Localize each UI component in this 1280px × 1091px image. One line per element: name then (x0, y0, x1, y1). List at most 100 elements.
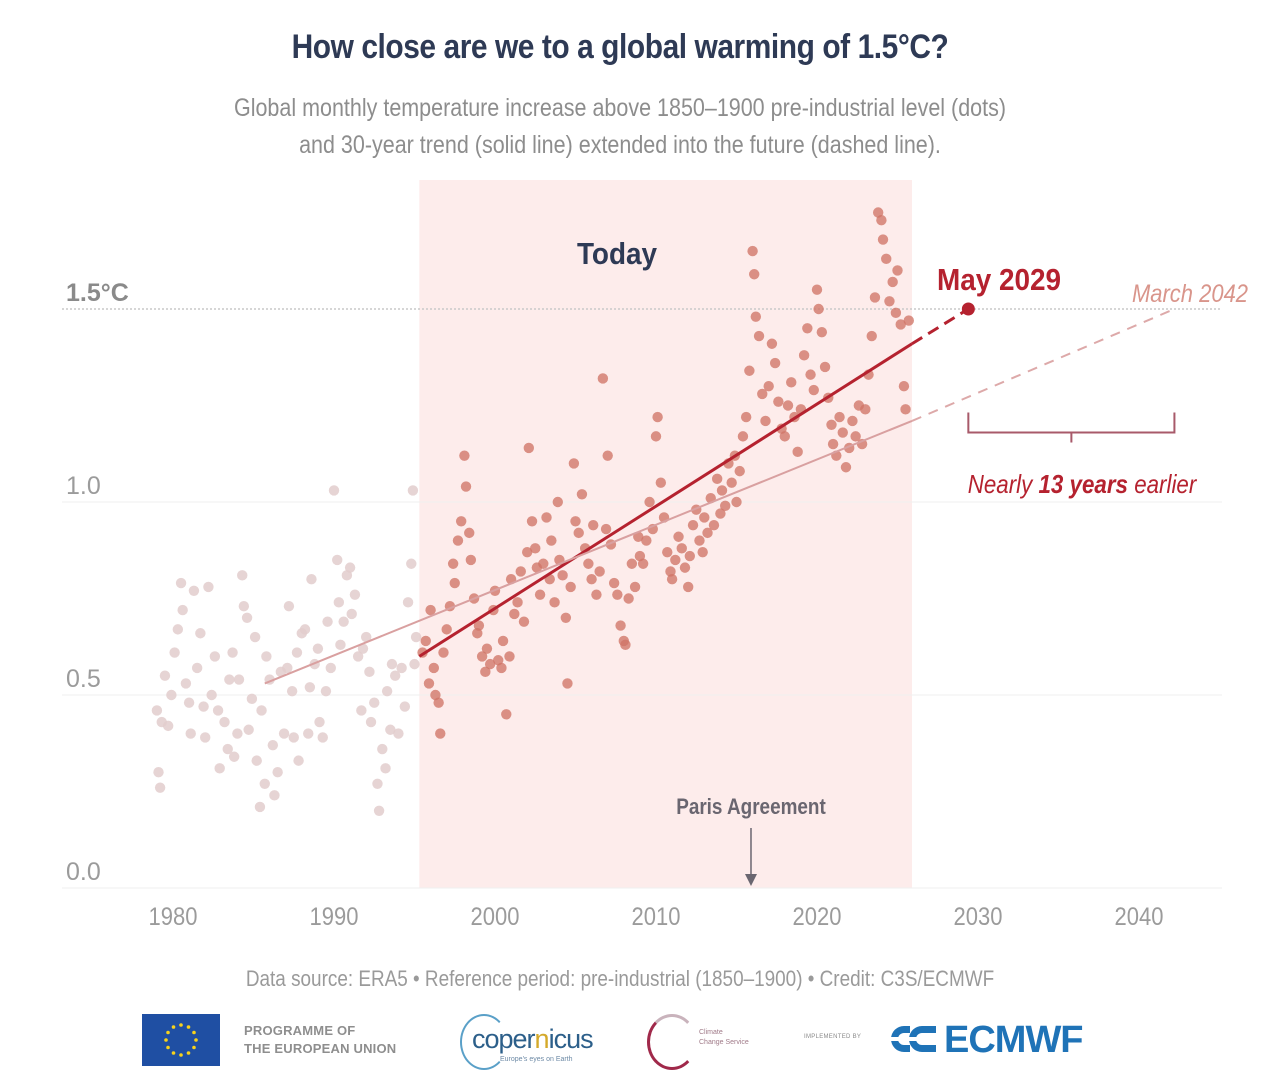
data-point-today (641, 535, 652, 546)
y-tick-label: 1.0 (66, 472, 101, 500)
ecmwf-wordmark: ECMWF (944, 1019, 1084, 1061)
eu-star-icon (186, 1025, 191, 1029)
data-point-past (153, 767, 164, 778)
data-point-today (737, 431, 749, 442)
data-point-today (697, 546, 708, 558)
data-point-today (782, 400, 794, 411)
today-label: Today (577, 237, 658, 272)
data-point-today (583, 558, 594, 569)
data-point-today (608, 577, 620, 589)
data-point-past (224, 674, 235, 685)
data-point-today (881, 253, 892, 265)
data-point-past (243, 724, 254, 735)
data-point-today (620, 639, 631, 651)
trend-line-current (418, 342, 913, 658)
data-point-past (369, 697, 380, 708)
trend-line-earlier (264, 420, 913, 685)
data-point-today (541, 512, 552, 523)
c3s-logo: Climate Change Service (647, 1014, 777, 1070)
data-point-past (346, 608, 357, 620)
data-point-today (673, 531, 684, 542)
data-point-past (195, 628, 206, 639)
data-point-today (497, 635, 509, 647)
data-point-today (860, 404, 871, 415)
data-point-today (602, 450, 613, 461)
data-point-today (522, 546, 533, 558)
y-tick-label: 0.5 (66, 665, 101, 693)
data-point-past (166, 689, 177, 701)
data-point-past (188, 585, 200, 596)
data-point-today (699, 512, 710, 523)
data-point-today (866, 330, 877, 342)
c3s-thermometer-icon (647, 1014, 697, 1070)
gap-label-prefix: Nearly (968, 470, 1039, 499)
crossing-point-may-2029 (961, 302, 975, 316)
data-point-past (183, 697, 195, 708)
eu-star-icon (192, 1030, 196, 1035)
data-point-today (476, 651, 488, 662)
data-point-today (644, 496, 655, 508)
data-point-past (304, 682, 316, 693)
data-point-past (169, 647, 180, 658)
data-point-today (816, 326, 828, 338)
data-point-today (501, 709, 512, 720)
data-point-past (356, 705, 367, 716)
data-point-today (887, 276, 898, 288)
data-point-past (333, 597, 345, 608)
data-point-past (283, 601, 295, 612)
data-point-today (808, 384, 819, 396)
c3s-line-2: Change Service (699, 1039, 749, 1046)
paris-agreement-label: Paris Agreement (676, 795, 826, 820)
data-point-today (895, 319, 906, 330)
data-point-today (747, 245, 758, 257)
data-point-today (655, 477, 667, 488)
data-point-past (269, 790, 280, 801)
eu-line-2: THE EUROPEAN UNION (244, 1041, 397, 1056)
chart-plot: Today May 2029 March 2042 Nearly 13 years e… (62, 180, 1248, 930)
data-point-today (720, 500, 731, 512)
data-point-past (185, 728, 196, 739)
data-point-past (227, 647, 238, 658)
data-point-past (303, 728, 314, 739)
data-point-today (597, 373, 609, 384)
data-point-today (884, 296, 895, 307)
eu-star-icon (194, 1038, 198, 1042)
data-point-past (241, 612, 253, 623)
data-point-today (576, 489, 588, 500)
data-point-today (538, 558, 549, 569)
eu-stars-icon (164, 1023, 198, 1057)
data-point-past (317, 732, 328, 743)
data-point-past (373, 805, 385, 816)
data-point-past (402, 597, 414, 608)
data-point-today (826, 419, 837, 430)
data-point-today (523, 442, 535, 454)
data-point-today (726, 477, 737, 488)
data-point-past (267, 739, 279, 751)
data-point-past (209, 651, 221, 662)
data-point-past (344, 562, 356, 573)
data-point-past (251, 755, 262, 766)
data-point-today (473, 620, 485, 631)
copernicus-part-1: coper (472, 1024, 536, 1054)
data-point-today (840, 462, 852, 473)
data-point-today (687, 519, 699, 531)
data-point-today (557, 570, 568, 581)
data-point-past (180, 678, 192, 689)
data-point-today (425, 604, 436, 616)
data-point-past (288, 732, 299, 743)
data-point-past (206, 689, 217, 701)
data-point-today (666, 574, 678, 585)
data-point-today (452, 535, 464, 546)
data-point-today (518, 616, 530, 627)
data-point-past (352, 651, 364, 662)
data-point-past (261, 651, 272, 662)
data-point-today (711, 473, 723, 485)
data-point-today (600, 523, 612, 535)
data-point-today (588, 519, 599, 531)
data-point-today (734, 465, 745, 477)
eu-star-icon (171, 1025, 176, 1029)
data-point-past (212, 705, 224, 716)
data-point-past (191, 662, 203, 674)
data-point-today (676, 543, 687, 554)
data-point-today (515, 566, 526, 577)
